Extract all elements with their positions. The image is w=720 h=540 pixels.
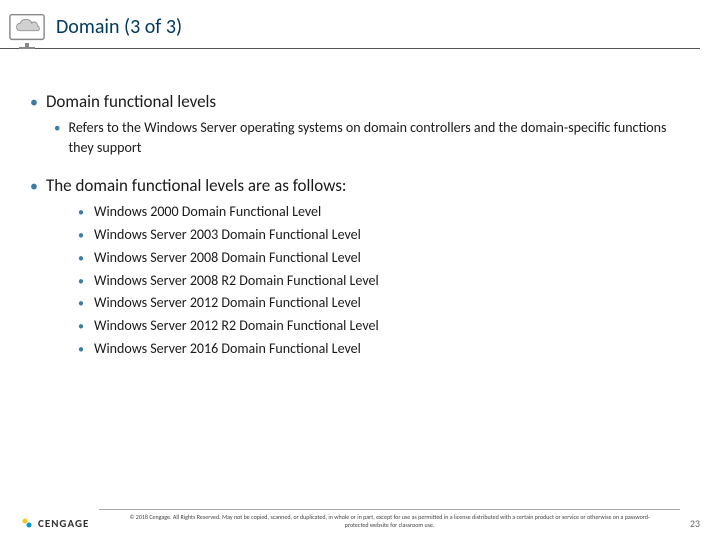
cloud-monitor-icon xyxy=(8,12,46,42)
bullet-dot: • xyxy=(30,179,38,195)
bullet-level3: • Windows Server 2003 Domain Functional … xyxy=(78,225,690,245)
bullet-level3: • Windows Server 2012 R2 Domain Function… xyxy=(78,316,690,336)
brand-mark-icon xyxy=(20,516,34,530)
bullet-level1: • Domain functional levels xyxy=(30,91,690,112)
copyright-text: © 2018 Cengage. All Rights Reserved. May… xyxy=(99,509,680,530)
bullet-level3: • Windows Server 2008 Domain Functional … xyxy=(78,248,690,268)
bullet-text: Windows Server 2008 Domain Functional Le… xyxy=(94,248,361,268)
slide-title: Domain (3 of 3) xyxy=(56,15,182,39)
bullet-level3: • Windows Server 2012 Domain Functional … xyxy=(78,293,690,313)
brand-text: CENGAGE xyxy=(38,517,89,530)
bullet-dot: • xyxy=(78,274,84,291)
bullet-level1: • The domain functional levels are as fo… xyxy=(30,175,690,196)
bullet-text: Refers to the Windows Server operating s… xyxy=(68,118,690,157)
bullet-text: Domain functional levels xyxy=(46,91,216,112)
bullet-text: The domain functional levels are as foll… xyxy=(46,175,346,196)
brand-logo: CENGAGE xyxy=(20,516,89,530)
bullet-text: Windows Server 2012 Domain Functional Le… xyxy=(94,293,361,313)
bullet-text: Windows Server 2003 Domain Functional Le… xyxy=(94,225,361,245)
bullet-level2: • Refers to the Windows Server operating… xyxy=(54,118,690,157)
bullet-dot: • xyxy=(78,296,84,313)
slide-header: Domain (3 of 3) xyxy=(0,0,700,49)
bullet-level3: • Windows Server 2016 Domain Functional … xyxy=(78,339,690,359)
bullet-dot: • xyxy=(78,251,84,268)
bullet-dot: • xyxy=(78,205,84,222)
bullet-dot: • xyxy=(78,342,84,359)
slide-content: • Domain functional levels • Refers to t… xyxy=(0,49,720,359)
bullet-level3: • Windows Server 2008 R2 Domain Function… xyxy=(78,271,690,291)
bullet-dot: • xyxy=(78,228,84,245)
bullet-dot: • xyxy=(30,95,38,111)
bullet-text: Windows Server 2008 R2 Domain Functional… xyxy=(94,271,379,291)
bullet-dot: • xyxy=(78,319,84,336)
page-number: 23 xyxy=(690,517,700,530)
slide-footer: CENGAGE © 2018 Cengage. All Rights Reser… xyxy=(0,509,720,530)
bullet-text: Windows Server 2012 R2 Domain Functional… xyxy=(94,316,379,336)
bullet-text: Windows 2000 Domain Functional Level xyxy=(94,202,321,222)
bullet-level3: • Windows 2000 Domain Functional Level xyxy=(78,202,690,222)
bullet-dot: • xyxy=(54,120,60,138)
bullet-text: Windows Server 2016 Domain Functional Le… xyxy=(94,339,361,359)
